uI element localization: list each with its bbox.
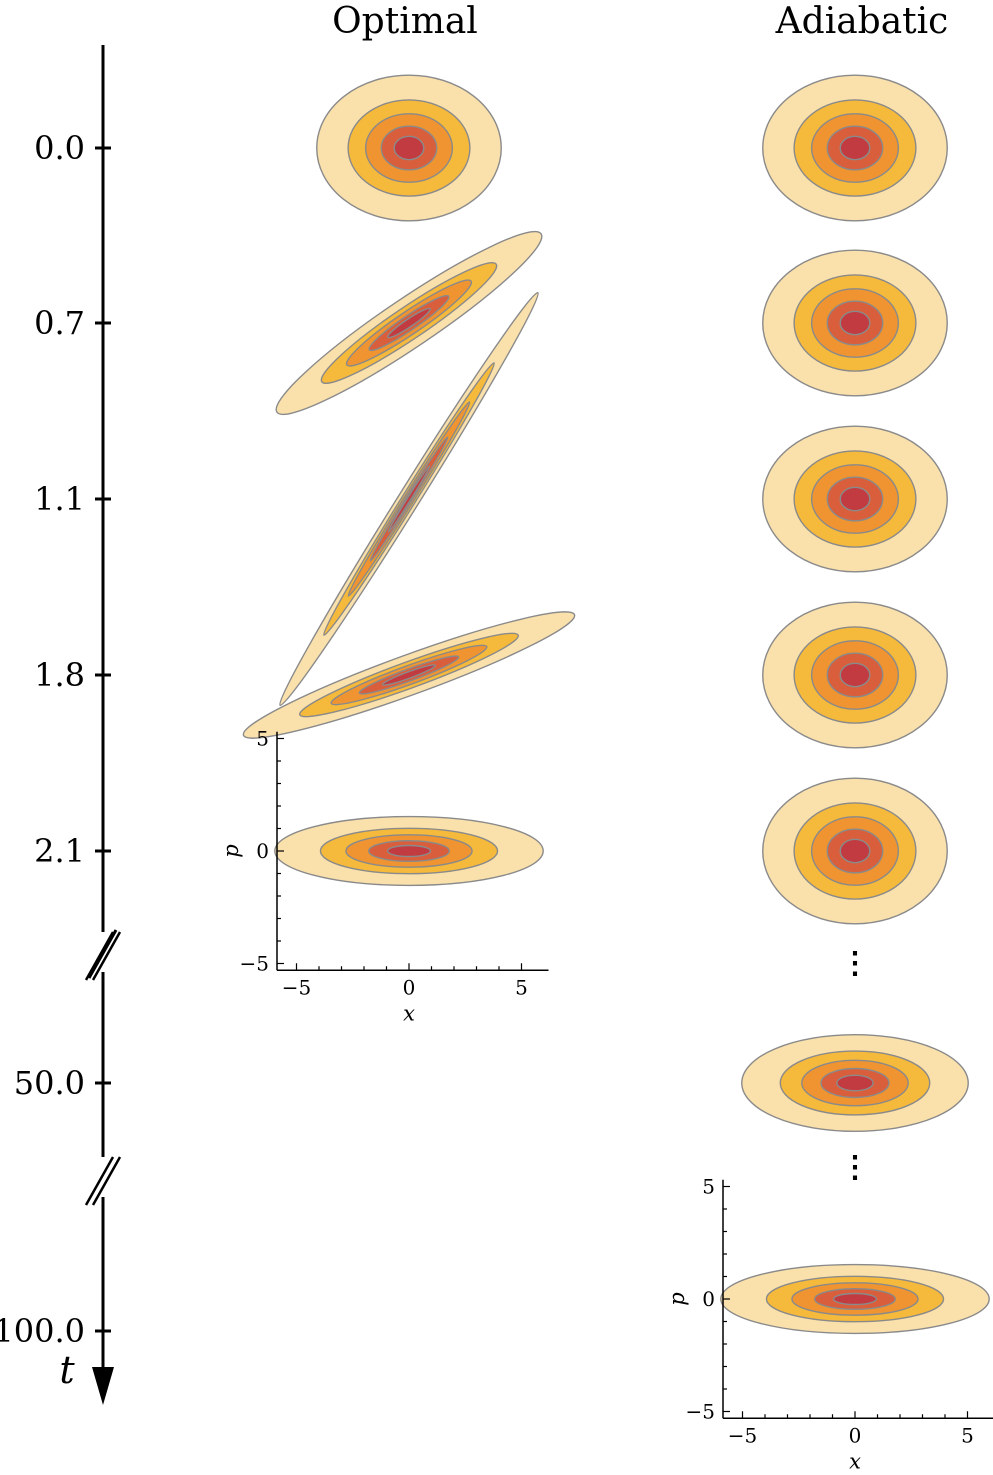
- contour-level: [839, 486, 871, 512]
- adiabatic-state-t-2.1: [762, 777, 948, 925]
- inset-y-label: p: [219, 844, 243, 857]
- adiabatic-state-t-1.8: [762, 601, 948, 749]
- inset-x-label: x: [403, 1001, 415, 1025]
- time-tick-label: 100.0: [0, 1312, 85, 1350]
- time-tick-label: 1.8: [34, 656, 85, 694]
- time-tick-label: 0.0: [34, 129, 85, 167]
- inset-x-tick-label: 0: [849, 1423, 862, 1447]
- inset-x-tick-label: 0: [403, 975, 416, 999]
- contour-level: [387, 465, 431, 533]
- optimal-column: [242, 74, 576, 887]
- inset-x-tick-label: −5: [728, 1423, 757, 1447]
- inset-x-tick-label: −5: [282, 975, 311, 999]
- inset-y-tick-label: 0: [702, 1287, 715, 1311]
- contour-level: [839, 310, 871, 336]
- contour-level: [839, 135, 871, 161]
- optimal-state-t-0.7: [275, 230, 543, 416]
- adiabatic-state-t-0.0: [762, 74, 948, 222]
- time-axis: [84, 45, 122, 1372]
- inset-y-tick-label: 5: [702, 1175, 715, 1199]
- optimal-inset-axes: −5 0 5 5 0 −5 x p: [219, 727, 549, 1025]
- column-title-adiabatic: Adiabatic: [775, 1, 949, 42]
- time-axis-label: t: [59, 1348, 75, 1392]
- time-tick-label: 0.7: [34, 304, 85, 342]
- optimal-state-t-1.1: [279, 291, 539, 707]
- inset-y-tick-label: −5: [686, 1400, 715, 1424]
- column-title-optimal: Optimal: [332, 1, 478, 42]
- adiabatic-column: [720, 74, 990, 1335]
- adiabatic-state-t-50.0: [741, 1033, 969, 1133]
- time-tick-label: 2.1: [34, 832, 85, 870]
- contour-level: [832, 1292, 878, 1306]
- inset-y-tick-label: −5: [240, 952, 269, 976]
- axis-break-mark: [84, 931, 115, 981]
- time-tick-label: 50.0: [14, 1064, 85, 1102]
- contour-level: [387, 307, 431, 339]
- axis-break-mark: [84, 1156, 115, 1206]
- ellipsis-marker: ⋮: [840, 946, 870, 981]
- inset-x-tick-label: 5: [961, 1423, 974, 1447]
- axis-break-mark: [91, 931, 122, 981]
- contour-level: [839, 838, 871, 864]
- axis-break-mark: [91, 1156, 122, 1206]
- contour-level: [393, 135, 425, 161]
- time-ticks: 0.0 0.7 1.1 1.8 2.1 50.0 100.0: [0, 129, 111, 1350]
- inset-x-label: x: [849, 1449, 861, 1473]
- optimal-state-t-1.8: [242, 611, 576, 739]
- axis-break-mark: [87, 929, 118, 979]
- contour-level: [836, 1074, 874, 1092]
- inset-y-tick-label: 0: [256, 839, 269, 863]
- adiabatic-state-t-100.0: [720, 1263, 990, 1335]
- inset-y-tick-label: 5: [256, 727, 269, 751]
- adiabatic-state-t-0.7: [762, 249, 948, 397]
- inset-y-label: p: [665, 1292, 689, 1305]
- time-axis-arrowhead: [92, 1367, 114, 1405]
- contour-level: [381, 664, 437, 686]
- contour-level: [386, 844, 432, 858]
- adiabatic-state-t-1.1: [762, 425, 948, 573]
- optimal-state-t-0.0: [316, 74, 502, 222]
- contour-level: [839, 662, 871, 688]
- adiabatic-inset-axes: −5 0 5 5 0 −5 x p: [665, 1175, 993, 1473]
- optimal-state-t-2.1: [274, 815, 544, 887]
- ellipsis-marker: ⋮: [840, 1150, 870, 1185]
- inset-x-tick-label: 5: [515, 975, 528, 999]
- time-tick-label: 1.1: [34, 480, 85, 518]
